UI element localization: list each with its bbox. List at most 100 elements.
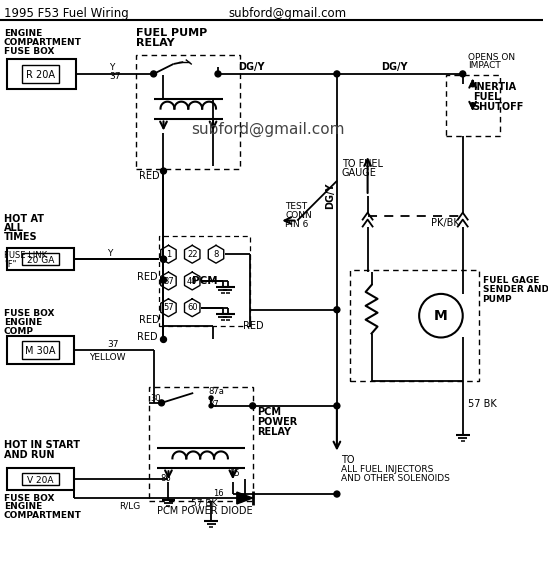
Text: 20 GA: 20 GA (27, 256, 54, 265)
Circle shape (419, 294, 463, 337)
Text: CONN: CONN (286, 211, 312, 220)
Text: 87: 87 (208, 400, 219, 409)
Text: RED: RED (139, 171, 159, 181)
Text: PCM: PCM (192, 276, 218, 286)
Text: RED: RED (139, 315, 159, 325)
Circle shape (161, 256, 167, 262)
Text: 1: 1 (166, 250, 171, 259)
Text: PIN 6: PIN 6 (286, 220, 309, 229)
Circle shape (151, 71, 157, 77)
Circle shape (471, 83, 475, 87)
Text: 57 BK: 57 BK (191, 499, 218, 508)
Text: 8: 8 (213, 250, 219, 259)
Text: 1995 F53 Fuel Wiring: 1995 F53 Fuel Wiring (4, 7, 129, 20)
Circle shape (334, 71, 340, 77)
Bar (22, 341, 59, 359)
Text: OPENS ON: OPENS ON (467, 52, 515, 61)
Text: TO FUEL: TO FUEL (342, 159, 383, 169)
Text: PUMP: PUMP (483, 296, 512, 305)
Polygon shape (237, 492, 253, 504)
Text: PCM: PCM (256, 407, 281, 417)
Text: FUSE LINK: FUSE LINK (4, 251, 47, 260)
Circle shape (209, 396, 213, 400)
Circle shape (161, 337, 167, 342)
Bar (7, 59, 76, 89)
Text: GAUGE: GAUGE (342, 168, 376, 178)
Text: FUEL: FUEL (472, 92, 500, 102)
Circle shape (471, 102, 475, 106)
Circle shape (161, 168, 167, 174)
Text: Y: Y (107, 249, 112, 258)
Text: COMPARTMENT: COMPARTMENT (4, 38, 82, 47)
Text: TO: TO (341, 455, 355, 466)
Text: COMPARTMENT: COMPARTMENT (4, 511, 82, 520)
Bar (22, 473, 59, 485)
Text: PCM POWER DIODE: PCM POWER DIODE (157, 506, 252, 516)
Text: Y: Y (109, 64, 115, 73)
Text: FUSE BOX: FUSE BOX (4, 47, 54, 56)
Text: FUEL GAGE: FUEL GAGE (483, 275, 539, 284)
Text: 16: 16 (213, 489, 224, 498)
Text: FUSE BOX: FUSE BOX (4, 309, 54, 318)
Text: RED: RED (137, 333, 157, 342)
Text: V 20A: V 20A (27, 476, 54, 485)
Circle shape (334, 307, 340, 312)
Circle shape (215, 71, 221, 77)
Text: ENGINE: ENGINE (4, 502, 42, 511)
Text: 85: 85 (229, 469, 239, 478)
Text: AND OTHER SOLENOIDS: AND OTHER SOLENOIDS (341, 473, 450, 482)
Text: HOT IN START: HOT IN START (4, 440, 80, 450)
Text: ENGINE: ENGINE (4, 318, 42, 327)
Text: "F": "F" (4, 260, 16, 269)
Text: DG/Y: DG/Y (238, 62, 264, 72)
Text: RED: RED (243, 320, 264, 330)
Text: 60: 60 (187, 303, 197, 312)
Text: 37: 37 (163, 276, 174, 285)
Text: 40: 40 (187, 276, 197, 285)
Text: HOT AT: HOT AT (4, 213, 44, 224)
Text: TEST: TEST (286, 202, 307, 211)
Text: COMP: COMP (4, 327, 34, 336)
Bar (7, 248, 75, 270)
Text: DG/Y: DG/Y (325, 182, 335, 209)
Circle shape (158, 400, 164, 406)
Bar (7, 468, 75, 490)
Text: FUSE BOX: FUSE BOX (4, 494, 54, 503)
Text: 86: 86 (161, 473, 172, 482)
Text: 37: 37 (107, 340, 118, 349)
Text: AND RUN: AND RUN (4, 450, 54, 461)
Text: INERTIA: INERTIA (472, 82, 516, 92)
Bar (7, 337, 75, 364)
Bar (22, 253, 59, 265)
Text: FUEL PUMP: FUEL PUMP (136, 28, 207, 38)
Text: R/LG: R/LG (119, 502, 140, 511)
Text: SHUTOFF: SHUTOFF (472, 101, 524, 111)
Circle shape (334, 403, 340, 409)
Text: POWER: POWER (256, 417, 297, 427)
Text: 37: 37 (109, 73, 121, 82)
Text: M: M (434, 309, 448, 323)
Text: subford@gmail.com: subford@gmail.com (229, 7, 346, 20)
Text: 57: 57 (163, 303, 174, 312)
Text: RELAY: RELAY (256, 427, 290, 437)
Bar (350, 270, 478, 381)
Text: PK/BK: PK/BK (431, 217, 460, 227)
Circle shape (460, 71, 466, 77)
Text: IMPACT: IMPACT (467, 61, 500, 70)
Text: DG/Y: DG/Y (381, 62, 408, 72)
Text: YELLOW: YELLOW (89, 353, 125, 362)
Text: TIMES: TIMES (4, 233, 38, 243)
Circle shape (250, 403, 256, 409)
Circle shape (209, 404, 213, 408)
Text: ENGINE: ENGINE (4, 29, 42, 38)
Bar (136, 55, 240, 169)
Text: ALL: ALL (4, 224, 24, 234)
Circle shape (161, 277, 167, 283)
Circle shape (161, 256, 167, 262)
Text: subford@gmail.com: subford@gmail.com (191, 122, 344, 137)
Bar (22, 65, 59, 83)
Bar (446, 75, 500, 136)
Text: 57 BK: 57 BK (467, 399, 496, 409)
Circle shape (334, 491, 340, 497)
Text: 87a: 87a (208, 387, 224, 396)
